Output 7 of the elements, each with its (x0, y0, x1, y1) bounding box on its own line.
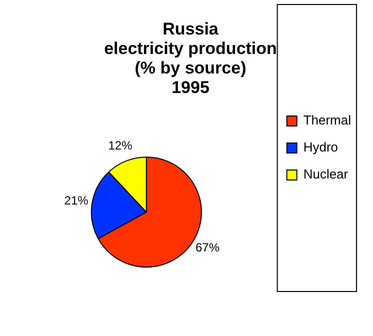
data-label: 21% (64, 193, 89, 208)
text: Russia electricity production (% by source) 1995 (104, 19, 277, 98)
legend-label: Hydro (303, 140, 338, 155)
legend-label: Thermal (303, 112, 352, 128)
data-label: 67% (196, 240, 220, 255)
data-label: 12% (108, 138, 133, 152)
legend-label: Nuclear (303, 166, 349, 182)
